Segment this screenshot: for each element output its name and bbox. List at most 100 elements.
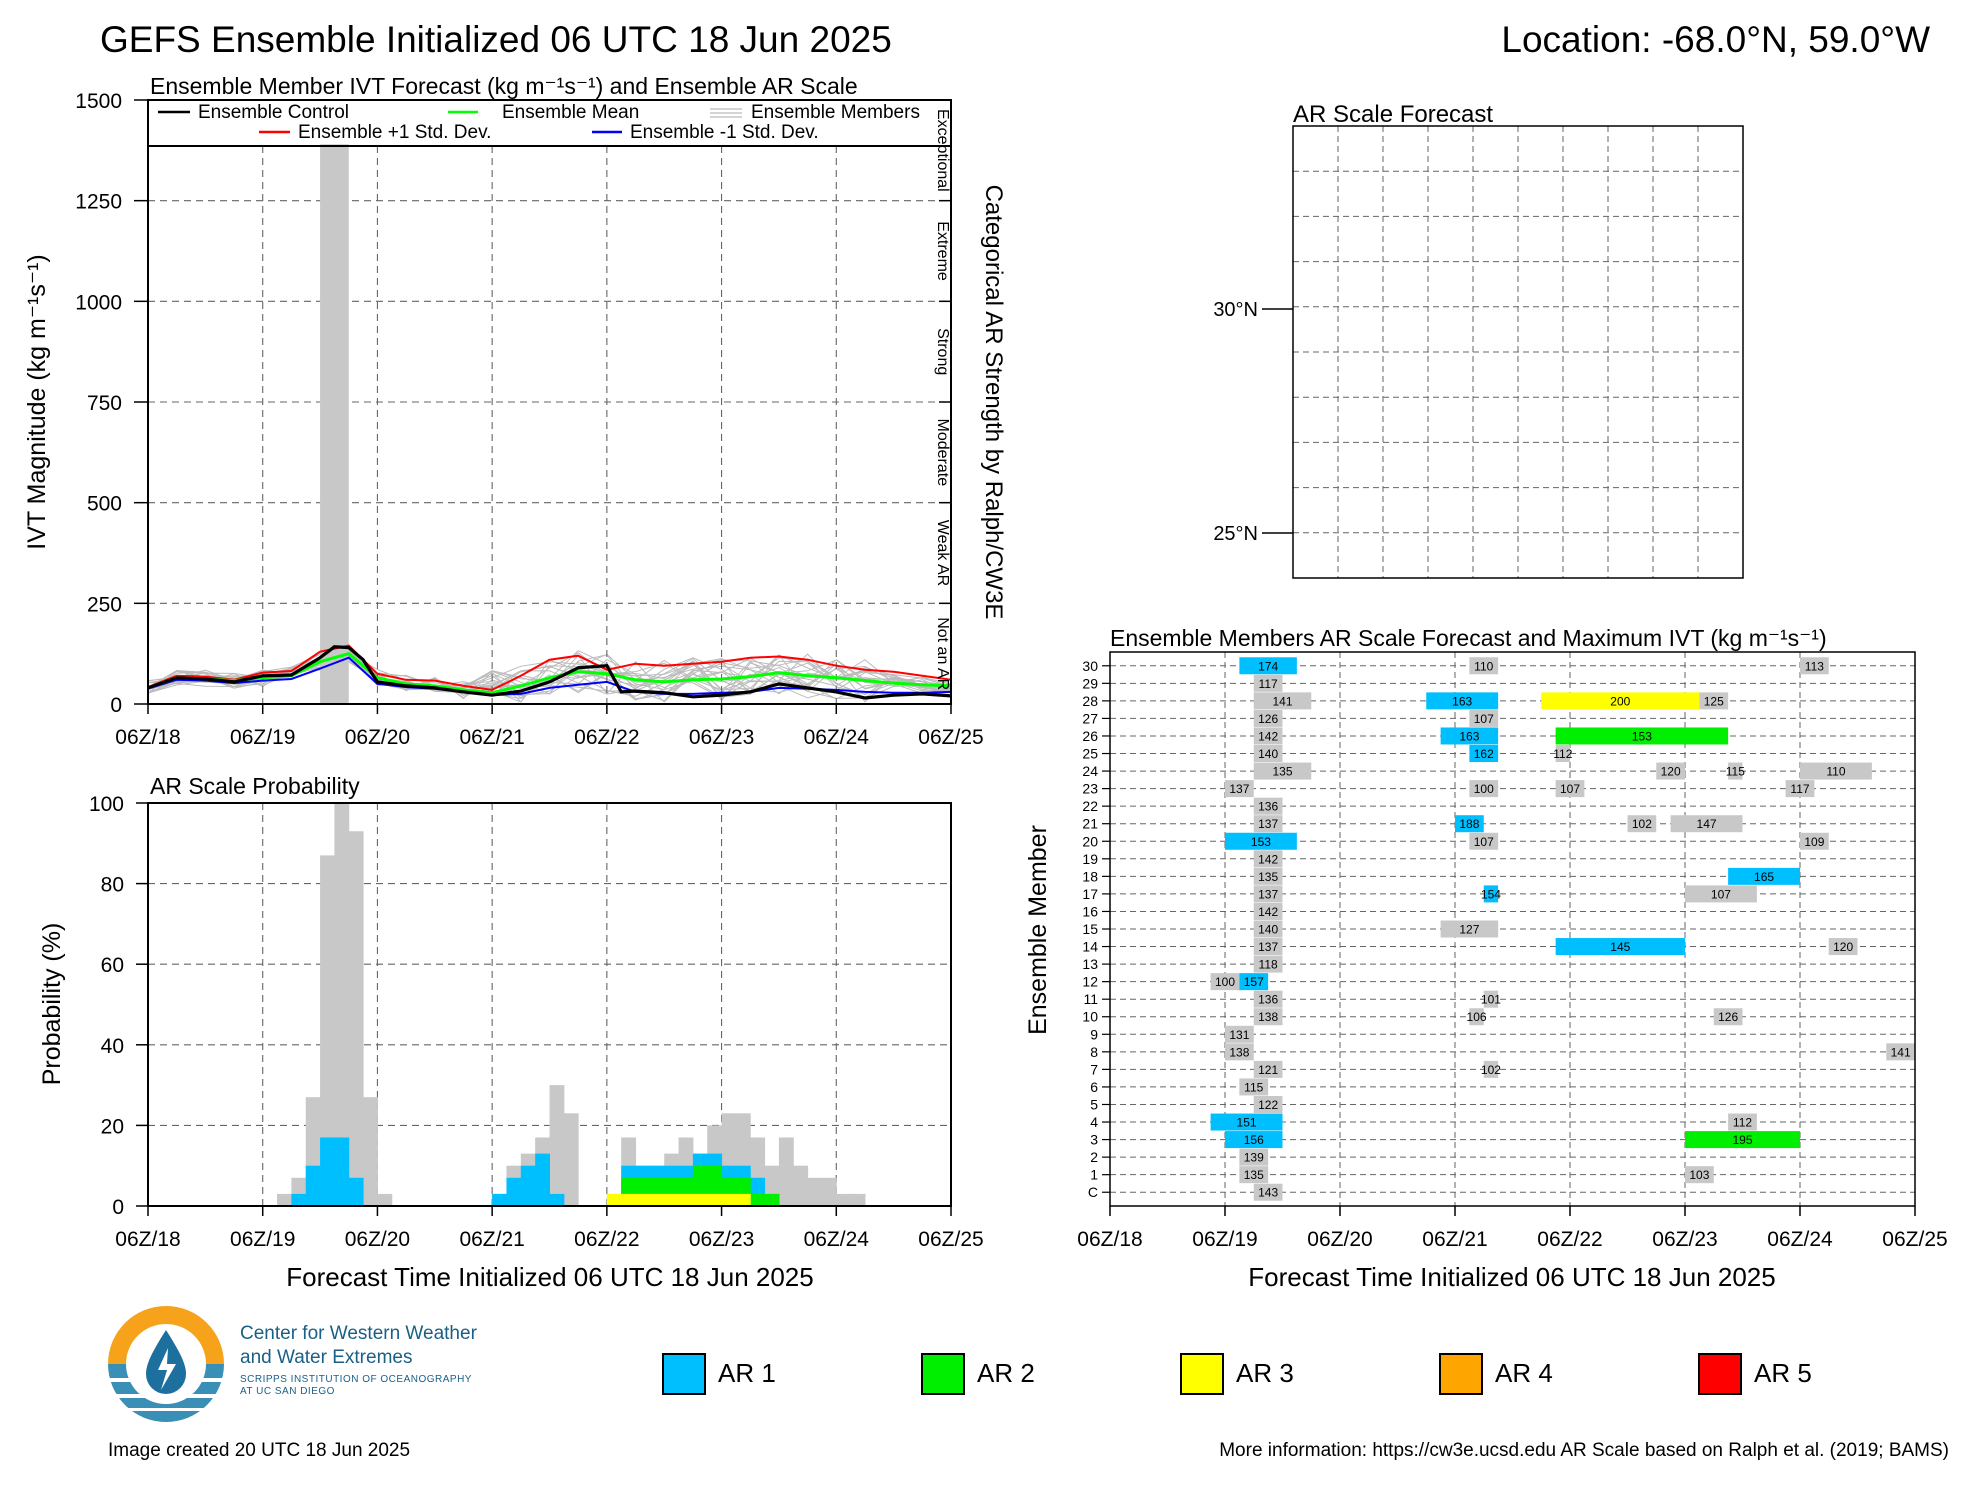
member-segment-value: 113 bbox=[1805, 659, 1824, 673]
members-row-label: 16 bbox=[1082, 903, 1098, 919]
member-segment-value: 138 bbox=[1229, 1045, 1249, 1059]
member-segment bbox=[1239, 1078, 1269, 1096]
member-segment-value: 163 bbox=[1452, 694, 1472, 708]
legend-label-mean: Ensemble Mean bbox=[502, 102, 639, 123]
member-segment bbox=[1828, 938, 1858, 956]
prob-x-tick-label: 06Z/25 bbox=[918, 1228, 983, 1251]
members-x-tick-label: 06Z/25 bbox=[1882, 1228, 1947, 1251]
member-segment bbox=[1469, 1008, 1484, 1026]
member-segment bbox=[1469, 657, 1499, 675]
member-segment-value: 165 bbox=[1754, 870, 1774, 884]
member-segment-value: 142 bbox=[1258, 729, 1278, 743]
member-segment-value: 141 bbox=[1891, 1045, 1911, 1059]
member-segment bbox=[1210, 973, 1240, 991]
member-segment-value: 100 bbox=[1474, 782, 1494, 796]
member-segment-value: 107 bbox=[1560, 782, 1580, 796]
member-segment-value: 112 bbox=[1553, 747, 1572, 761]
probability-chart: AR Scale Probability 0 20 40 60 80 100 06Z/18… bbox=[38, 773, 984, 1292]
member-segment bbox=[1253, 692, 1312, 710]
ivt-category-labels: Not an AR Weak AR Moderate Strong Extreme Exc… bbox=[934, 109, 951, 690]
prob-bar-ar3 bbox=[621, 1193, 637, 1206]
member-segment-value: 103 bbox=[1689, 1168, 1709, 1182]
member-segment-value: 157 bbox=[1244, 975, 1264, 989]
member-segment-value: 100 bbox=[1215, 975, 1235, 989]
member-segment-value: 122 bbox=[1258, 1098, 1278, 1112]
member-segment bbox=[1670, 815, 1743, 833]
prob-y-tick-labels: 0 20 40 60 80 100 bbox=[89, 793, 124, 1219]
ar-legend-label: AR 5 bbox=[1754, 1358, 1812, 1388]
member-segment-value: 147 bbox=[1697, 817, 1717, 831]
member-segment bbox=[1699, 692, 1729, 710]
cw3e-logo-icon bbox=[108, 1306, 224, 1424]
map-title: AR Scale Forecast bbox=[1293, 101, 1493, 128]
members-row-label: 9 bbox=[1090, 1026, 1098, 1042]
member-segment-value: 106 bbox=[1467, 1010, 1487, 1024]
member-segment-value: 136 bbox=[1258, 993, 1278, 1007]
member-segment-value: 136 bbox=[1258, 800, 1278, 814]
member-segment-value: 126 bbox=[1718, 1010, 1738, 1024]
member-segment bbox=[1469, 709, 1499, 727]
member-segment bbox=[1440, 920, 1499, 938]
member-segment-value: 140 bbox=[1258, 747, 1278, 761]
prob-chart-title: AR Scale Probability bbox=[150, 773, 360, 799]
member-segment bbox=[1239, 1148, 1269, 1166]
member-segment bbox=[1426, 692, 1499, 710]
prob-bar-any bbox=[821, 1177, 837, 1206]
member-segment bbox=[1253, 727, 1283, 745]
ivt-right-axis-label: Categorical AR Strength by Ralph/CW3E bbox=[980, 185, 1007, 620]
ivt-y-tick-label: 1000 bbox=[75, 291, 122, 314]
members-x-tick-label: 06Z/24 bbox=[1767, 1228, 1833, 1251]
members-x-tick-label: 06Z/20 bbox=[1307, 1228, 1372, 1251]
member-segment-value: 102 bbox=[1632, 817, 1652, 831]
member-segment-value: 162 bbox=[1474, 747, 1494, 761]
member-segment-value: 200 bbox=[1610, 694, 1630, 708]
prob-y-tick-label: 20 bbox=[101, 1115, 124, 1138]
member-segment bbox=[1253, 850, 1283, 868]
member-segment-value: 141 bbox=[1272, 694, 1292, 708]
member-segment-value: 121 bbox=[1258, 1063, 1278, 1077]
prob-bar-ar3 bbox=[692, 1193, 708, 1206]
members-row-label: 29 bbox=[1082, 675, 1098, 691]
member-segment bbox=[1253, 885, 1283, 903]
member-segment bbox=[1253, 1183, 1283, 1201]
members-row-label: 28 bbox=[1082, 693, 1098, 709]
prob-x-tick-label: 06Z/24 bbox=[804, 1228, 870, 1251]
members-chart-title: Ensemble Members AR Scale Forecast and M… bbox=[1110, 625, 1827, 651]
member-segment bbox=[1886, 1043, 1915, 1061]
ivt-y-tick-labels: 0 250 500 750 1000 1250 1500 bbox=[75, 90, 122, 717]
member-segment-value: 195 bbox=[1732, 1133, 1752, 1147]
member-segment-value: 138 bbox=[1258, 1010, 1278, 1024]
prob-y-axis-label: Probability (%) bbox=[38, 923, 66, 1086]
member-segment bbox=[1253, 902, 1283, 920]
prob-bar-any bbox=[807, 1177, 823, 1206]
prob-bar-ar1 bbox=[520, 1165, 536, 1206]
prob-x-tick-labels: 06Z/18 06Z/19 06Z/20 06Z/21 06Z/22 06Z/23 06Z/… bbox=[115, 1228, 983, 1251]
members-row-label: 19 bbox=[1082, 851, 1098, 867]
member-segment bbox=[1685, 1166, 1714, 1184]
members-x-tick-label: 06Z/23 bbox=[1652, 1228, 1717, 1251]
prob-bar-any bbox=[549, 1085, 565, 1206]
ivt-x-tick-label: 06Z/18 bbox=[115, 726, 180, 749]
member-segment-value: 188 bbox=[1459, 817, 1479, 831]
members-row-labels: C123456789101112131415161718192021222324… bbox=[1082, 658, 1098, 1200]
image-created-text: Image created 20 UTC 18 Jun 2025 bbox=[108, 1440, 411, 1461]
map-lat-label-25: 25°N bbox=[1213, 523, 1258, 545]
member-segment-value: 126 bbox=[1258, 712, 1278, 726]
ar-legend-label: AR 2 bbox=[977, 1358, 1035, 1388]
prob-bar-ar1 bbox=[305, 1165, 321, 1206]
prob-x-tick-label: 06Z/20 bbox=[345, 1228, 410, 1251]
members-x-tick-label: 06Z/19 bbox=[1192, 1228, 1257, 1251]
member-segment-value: 131 bbox=[1229, 1028, 1249, 1042]
ivt-gridlines bbox=[134, 99, 952, 714]
member-segment-value: 110 bbox=[1826, 765, 1845, 779]
members-row-label: 5 bbox=[1090, 1096, 1098, 1112]
ensemble-member-line bbox=[147, 652, 952, 687]
ivt-ar-bar bbox=[320, 144, 349, 704]
member-segment bbox=[1656, 762, 1685, 780]
ivt-ar-bars bbox=[320, 144, 349, 704]
member-segment-value: 137 bbox=[1258, 940, 1278, 954]
prob-bar-ar3 bbox=[606, 1193, 622, 1206]
prob-bar-ar1 bbox=[492, 1193, 507, 1206]
members-row-label: 25 bbox=[1082, 746, 1098, 762]
prob-bar-ar2 bbox=[750, 1193, 766, 1206]
